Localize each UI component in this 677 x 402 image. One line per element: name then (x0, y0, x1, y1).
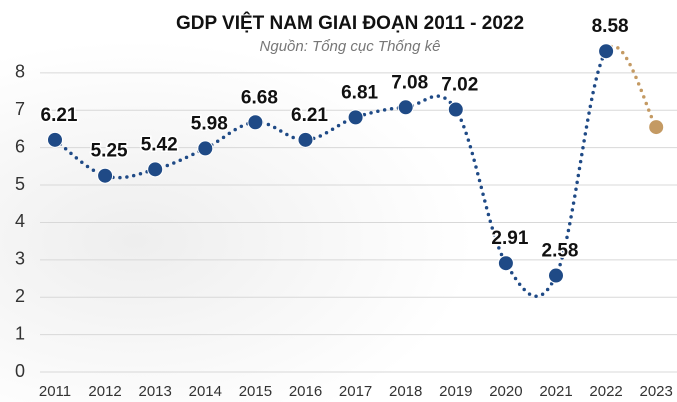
point (197, 140, 214, 157)
x-tick-label: 2012 (88, 383, 121, 400)
data-label: 6.81 (341, 82, 378, 103)
y-tick-label: 1 (15, 323, 25, 343)
data-label: 7.08 (391, 72, 428, 93)
x-tick-label: 2021 (539, 383, 572, 400)
y-tick-label: 5 (15, 174, 25, 194)
x-tick-label: 2014 (189, 383, 222, 400)
point (497, 255, 514, 272)
point (598, 43, 615, 60)
point (147, 161, 164, 178)
data-label: 5.42 (141, 134, 178, 155)
x-tick-label: 2011 (39, 383, 71, 400)
x-tick-label: 2018 (389, 383, 422, 400)
data-label: 6.68 (241, 87, 278, 108)
point (347, 109, 364, 126)
data-label: 5.98 (191, 113, 228, 134)
chart-subtitle: Nguồn: Tổng cục Thống kê (260, 38, 441, 55)
data-label: 2.58 (542, 241, 579, 262)
x-tick-label: 2022 (589, 383, 622, 400)
data-label: 6.21 (41, 105, 78, 126)
y-tick-label: 4 (15, 211, 25, 231)
data-label: 5.25 (91, 141, 128, 162)
x-tick-label: 2017 (339, 383, 372, 400)
point (447, 101, 464, 118)
line (53, 49, 608, 298)
x-tick-label: 2016 (289, 383, 322, 400)
y-tick-label: 7 (15, 99, 25, 119)
point (97, 167, 114, 184)
x-tick-label: 2019 (439, 383, 472, 400)
point (548, 267, 564, 284)
data-label: 6.21 (291, 105, 328, 126)
x-tick-label: 2020 (489, 383, 522, 400)
x-tick-label: 2015 (239, 383, 272, 400)
point (247, 114, 264, 131)
data-label: 7.02 (441, 75, 478, 96)
y-tick-label: 8 (15, 62, 25, 82)
chart-title: GDP VIỆT NAM GIAI ĐOẠN 2011 - 2022 (176, 12, 524, 34)
point (648, 119, 665, 136)
point (397, 99, 414, 116)
point (297, 131, 314, 148)
point (47, 131, 63, 148)
x-tick-label: 2023 (640, 383, 673, 400)
data-label: 8.58 (592, 16, 629, 37)
data-label: 2.91 (491, 228, 528, 249)
y-tick-label: 2 (15, 286, 25, 306)
x-tick-label: 2013 (139, 383, 172, 400)
y-tick-label: 0 (15, 361, 25, 381)
y-tick-label: 3 (15, 249, 25, 269)
y-tick-label: 6 (15, 136, 25, 156)
